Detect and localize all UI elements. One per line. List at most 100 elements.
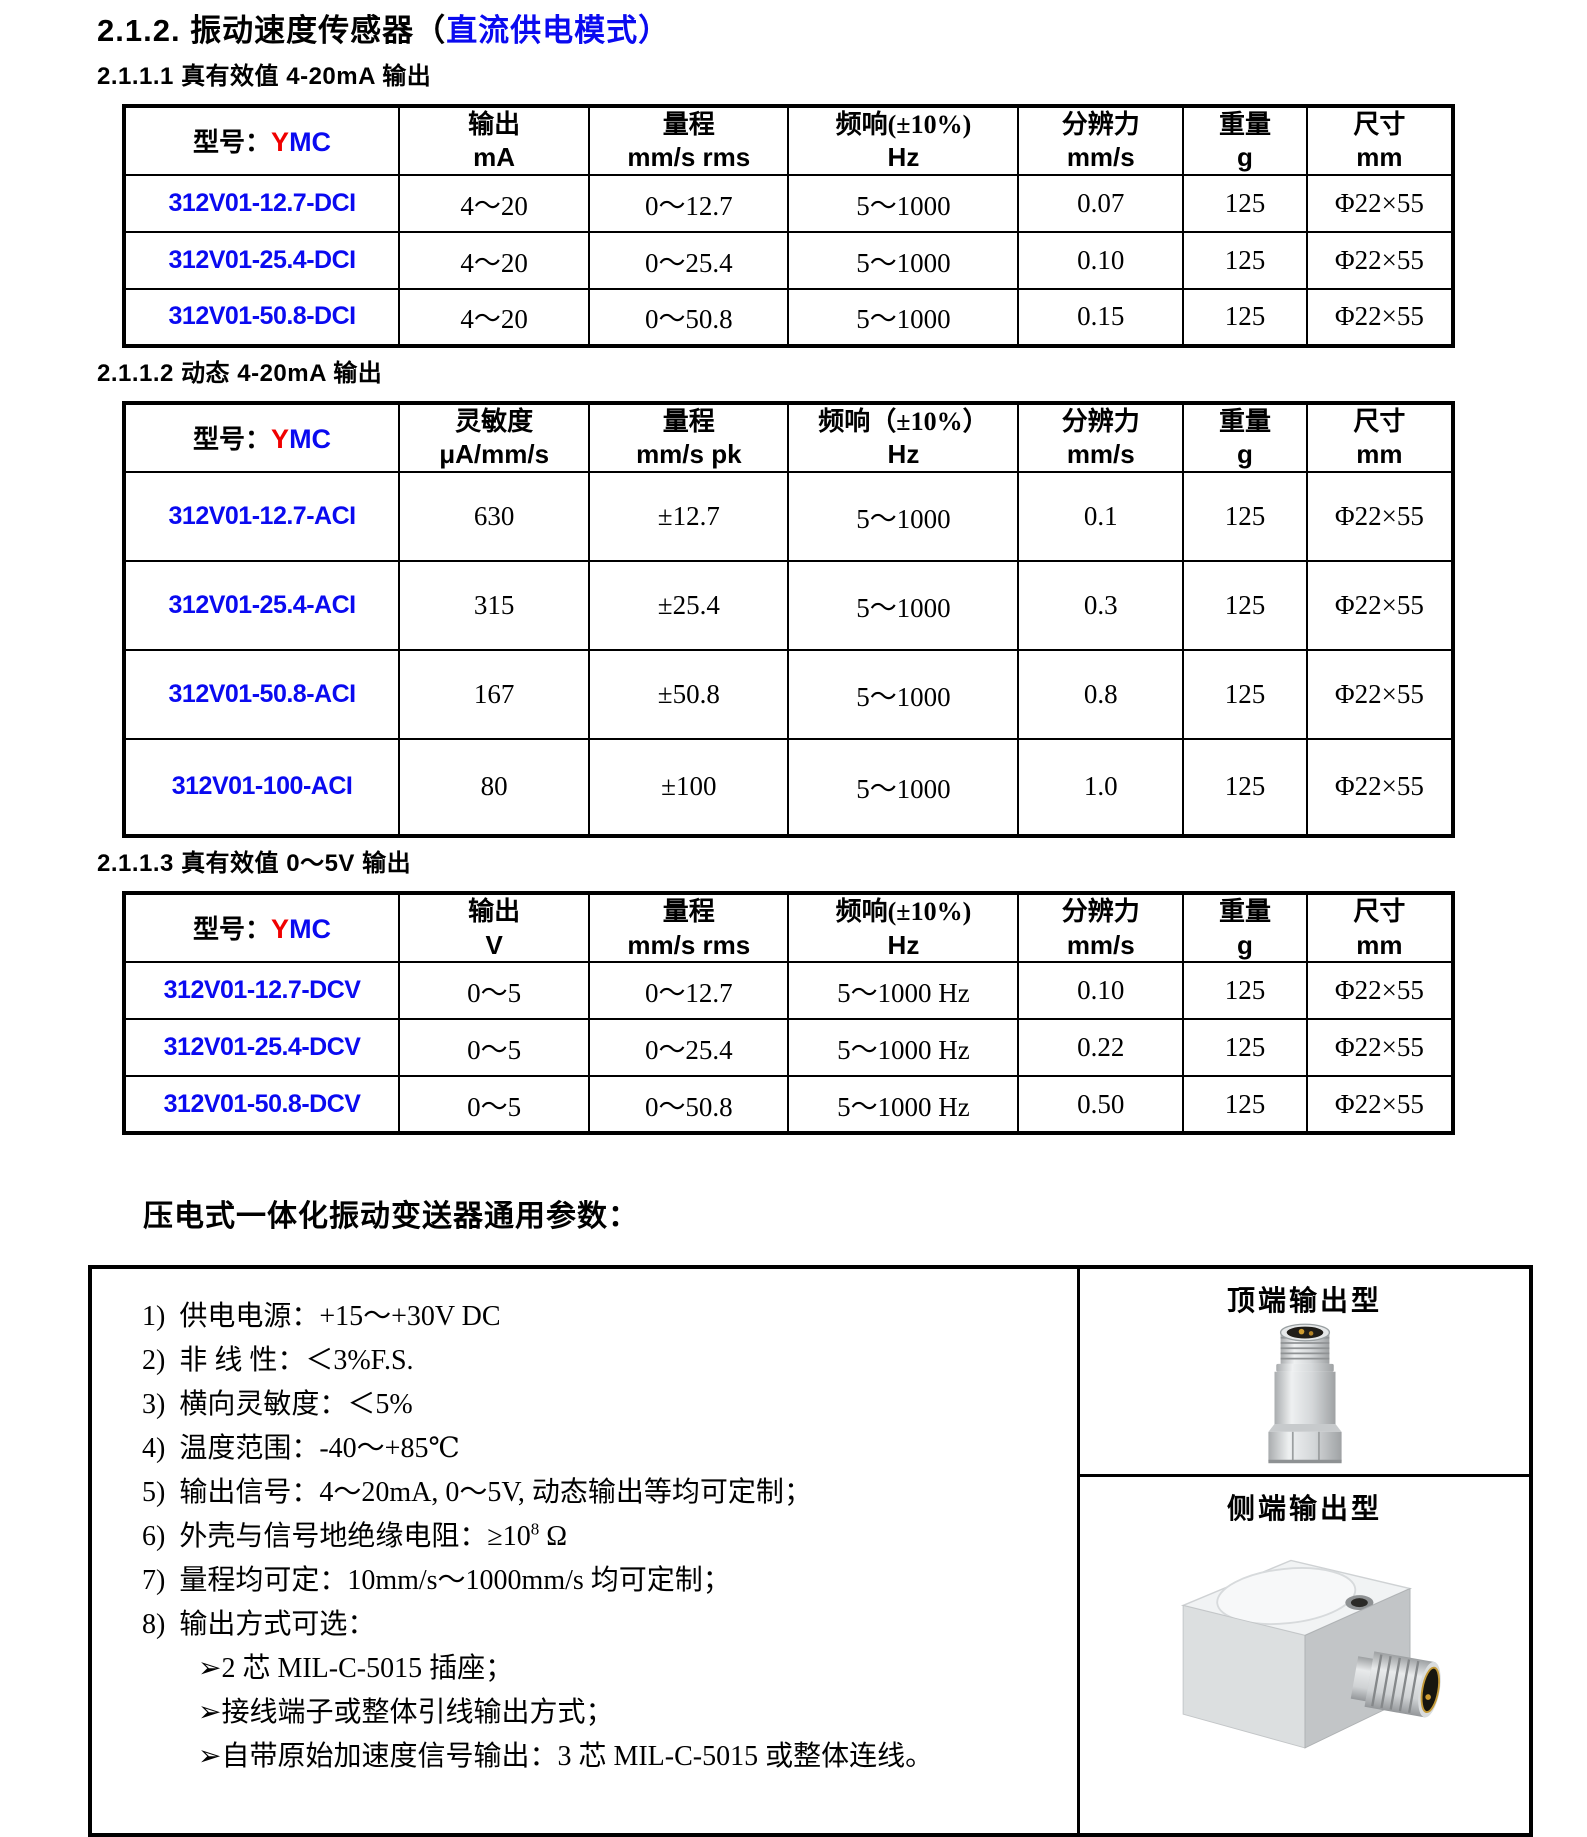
frequency-cell: 5～1000 xyxy=(787,648,1020,740)
section2-title: 2.1.1.2 动态 4-20mA 输出 xyxy=(97,359,383,387)
model-cell: 312V01-25.4-DCI xyxy=(122,230,401,290)
brand-letters-mc: MC xyxy=(289,127,332,158)
weight-cell: 125 xyxy=(1182,559,1308,651)
param-item: 7) 量程均可定：10mm/s～1000mm/s 均可定制； xyxy=(142,1565,731,1597)
side-output-sensor-image xyxy=(1180,1559,1441,1749)
resolution-cell: 0.10 xyxy=(1017,961,1185,1021)
product-images-panel: 顶端输出型 xyxy=(1080,1269,1529,1833)
frequency-cell: 5～1000 xyxy=(787,470,1020,562)
model-cell: 312V01-12.7-DCI xyxy=(122,173,401,233)
side-output-label: 侧端输出型 xyxy=(1226,1494,1382,1526)
page-title-highlight: 直流供电模式） xyxy=(446,13,671,48)
model-cell: 312V01-50.8-ACI xyxy=(122,648,401,740)
top-output-sensor-image xyxy=(1267,1323,1342,1464)
output-cell: 0～5 xyxy=(398,1018,591,1078)
column-header-frequency: 频响(±10%) Hz xyxy=(787,891,1020,964)
table-row: 312V01-25.4-DCI 4～20 0～25.4 5～1000 0.10 … xyxy=(122,230,1455,290)
frequency-cell: 5～1000 Hz xyxy=(787,1075,1020,1135)
resolution-cell: 0.07 xyxy=(1017,173,1185,233)
table-header-row: 型号：YMC 灵敏度 μA/mm/s 量程 mm/s pk 频响（±10%） Hz 分… xyxy=(122,401,1455,473)
column-header-model: 型号：YMC xyxy=(122,891,401,964)
brand-letter-y: Y xyxy=(271,127,290,158)
model-cell: 312V01-50.8-DCV xyxy=(122,1075,401,1135)
frequency-cell: 5～1000 xyxy=(787,737,1020,837)
param-sub-bullet: ➢接线端子或整体引线输出方式； xyxy=(198,1697,614,1729)
frequency-cell: 5～1000 Hz xyxy=(787,1018,1020,1078)
weight-cell: 125 xyxy=(1182,230,1308,290)
output-cell: 0～5 xyxy=(398,961,591,1021)
page-title-text: 2.1.2. 振动速度传感器（ xyxy=(97,13,447,48)
table-dynamic-4-20ma: 型号：YMC 灵敏度 μA/mm/s 量程 mm/s pk 频响（±10%） Hz 分… xyxy=(122,400,1455,838)
column-header-range: 量程 mm/s rms xyxy=(588,891,790,964)
range-cell: 0～12.7 xyxy=(588,961,790,1021)
table-row: 312V01-50.8-ACI 167 ±50.8 5～1000 0.8 125… xyxy=(122,648,1455,740)
weight-cell: 125 xyxy=(1182,1075,1308,1135)
model-label: 型号： xyxy=(193,425,272,455)
resolution-cell: 0.8 xyxy=(1017,648,1185,740)
column-header-frequency: 频响(±10%) Hz xyxy=(787,104,1020,176)
weight-cell: 125 xyxy=(1182,287,1308,347)
frequency-cell: 5～1000 xyxy=(787,230,1020,290)
param-sub-bullet: ➢2 芯 MIL-C-5015 插座； xyxy=(198,1653,514,1685)
size-cell: Φ22×55 xyxy=(1305,559,1455,651)
weight-cell: 125 xyxy=(1182,1018,1308,1078)
brand-letter-y: Y xyxy=(271,914,290,945)
column-header-size: 尺寸 mm xyxy=(1305,891,1455,964)
size-cell: Φ22×55 xyxy=(1305,470,1455,562)
side-output-cell: 侧端输出型 xyxy=(1080,1477,1529,1833)
resolution-cell: 1.0 xyxy=(1017,737,1185,837)
table-true-rms-4-20ma: 型号：YMC 输出 mA 量程 mm/s rms 频响(±10%) Hz 分辨力 mm/… xyxy=(122,103,1455,348)
column-header-weight: 重量 g xyxy=(1182,104,1308,176)
table-true-rms-0-5v: 型号：YMC 输出 V 量程 mm/s rms 频响(±10%) Hz 分辨力 mm/s… xyxy=(122,890,1455,1136)
model-cell: 312V01-25.4-ACI xyxy=(122,559,401,651)
sensitivity-cell: 167 xyxy=(398,648,591,740)
range-cell: 0～25.4 xyxy=(588,1018,790,1078)
param-item: 3) 横向灵敏度：＜5% xyxy=(142,1389,413,1421)
range-cell: ±12.7 xyxy=(588,470,790,562)
table-header-row: 型号：YMC 输出 V 量程 mm/s rms 频响(±10%) Hz 分辨力 mm/s… xyxy=(122,891,1455,964)
general-params-box: 1) 供电电源：+15～+30V DC 2) 非 线 性：＜3%F.S. 3) … xyxy=(88,1265,1533,1837)
column-header-weight: 重量 g xyxy=(1182,401,1308,473)
model-cell: 312V01-50.8-DCI xyxy=(122,287,401,347)
sensitivity-cell: 80 xyxy=(398,737,591,837)
superscript-exponent: 8 xyxy=(530,1519,540,1539)
frequency-cell: 5～1000 Hz xyxy=(787,961,1020,1021)
column-header-output: 输出 mA xyxy=(398,104,591,176)
sensitivity-cell: 630 xyxy=(398,470,591,562)
output-cell: 4～20 xyxy=(398,287,591,347)
range-cell: ±25.4 xyxy=(588,559,790,651)
resolution-cell: 0.10 xyxy=(1017,230,1185,290)
size-cell: Φ22×55 xyxy=(1305,287,1455,347)
model-cell: 312V01-12.7-DCV xyxy=(122,961,401,1021)
top-output-cell: 顶端输出型 xyxy=(1080,1269,1529,1478)
param-item: 1) 供电电源：+15～+30V DC xyxy=(142,1301,501,1333)
table-row: 312V01-100-ACI 80 ±100 5～1000 1.0 125 Φ2… xyxy=(122,737,1455,837)
table-row: 312V01-25.4-ACI 315 ±25.4 5～1000 0.3 125… xyxy=(122,559,1455,651)
params-list: 1) 供电电源：+15～+30V DC 2) 非 线 性：＜3%F.S. 3) … xyxy=(92,1269,1080,1834)
frequency-cell: 5～1000 xyxy=(787,287,1020,347)
range-cell: 0～12.7 xyxy=(588,173,790,233)
model-cell: 312V01-100-ACI xyxy=(122,737,401,837)
column-header-model: 型号：YMC xyxy=(122,401,401,473)
brand-letters-mc: MC xyxy=(289,424,332,455)
column-header-resolution: 分辨力 mm/s xyxy=(1017,104,1185,176)
column-header-range: 量程 mm/s rms xyxy=(588,104,790,176)
column-header-output: 输出 V xyxy=(398,891,591,964)
size-cell: Φ22×55 xyxy=(1305,961,1455,1021)
weight-cell: 125 xyxy=(1182,173,1308,233)
sensitivity-cell: 315 xyxy=(398,559,591,651)
size-cell: Φ22×55 xyxy=(1305,1018,1455,1078)
param-item: 8) 输出方式可选： xyxy=(142,1609,376,1641)
model-label: 型号： xyxy=(193,915,272,945)
table-row: 312V01-25.4-DCV 0～5 0～25.4 5～1000 Hz 0.2… xyxy=(122,1018,1455,1078)
param-item-resistance: 6) 外壳与信号地绝缘电阻：≥108 Ω xyxy=(142,1519,568,1553)
model-cell: 312V01-25.4-DCV xyxy=(122,1018,401,1078)
column-header-weight: 重量 g xyxy=(1182,891,1308,964)
size-cell: Φ22×55 xyxy=(1305,173,1455,233)
model-label: 型号： xyxy=(193,128,272,158)
section1-title: 2.1.1.1 真有效值 4-20mA 输出 xyxy=(97,62,432,90)
size-cell: Φ22×55 xyxy=(1305,1075,1455,1135)
range-cell: 0～25.4 xyxy=(588,230,790,290)
output-cell: 0～5 xyxy=(398,1075,591,1135)
